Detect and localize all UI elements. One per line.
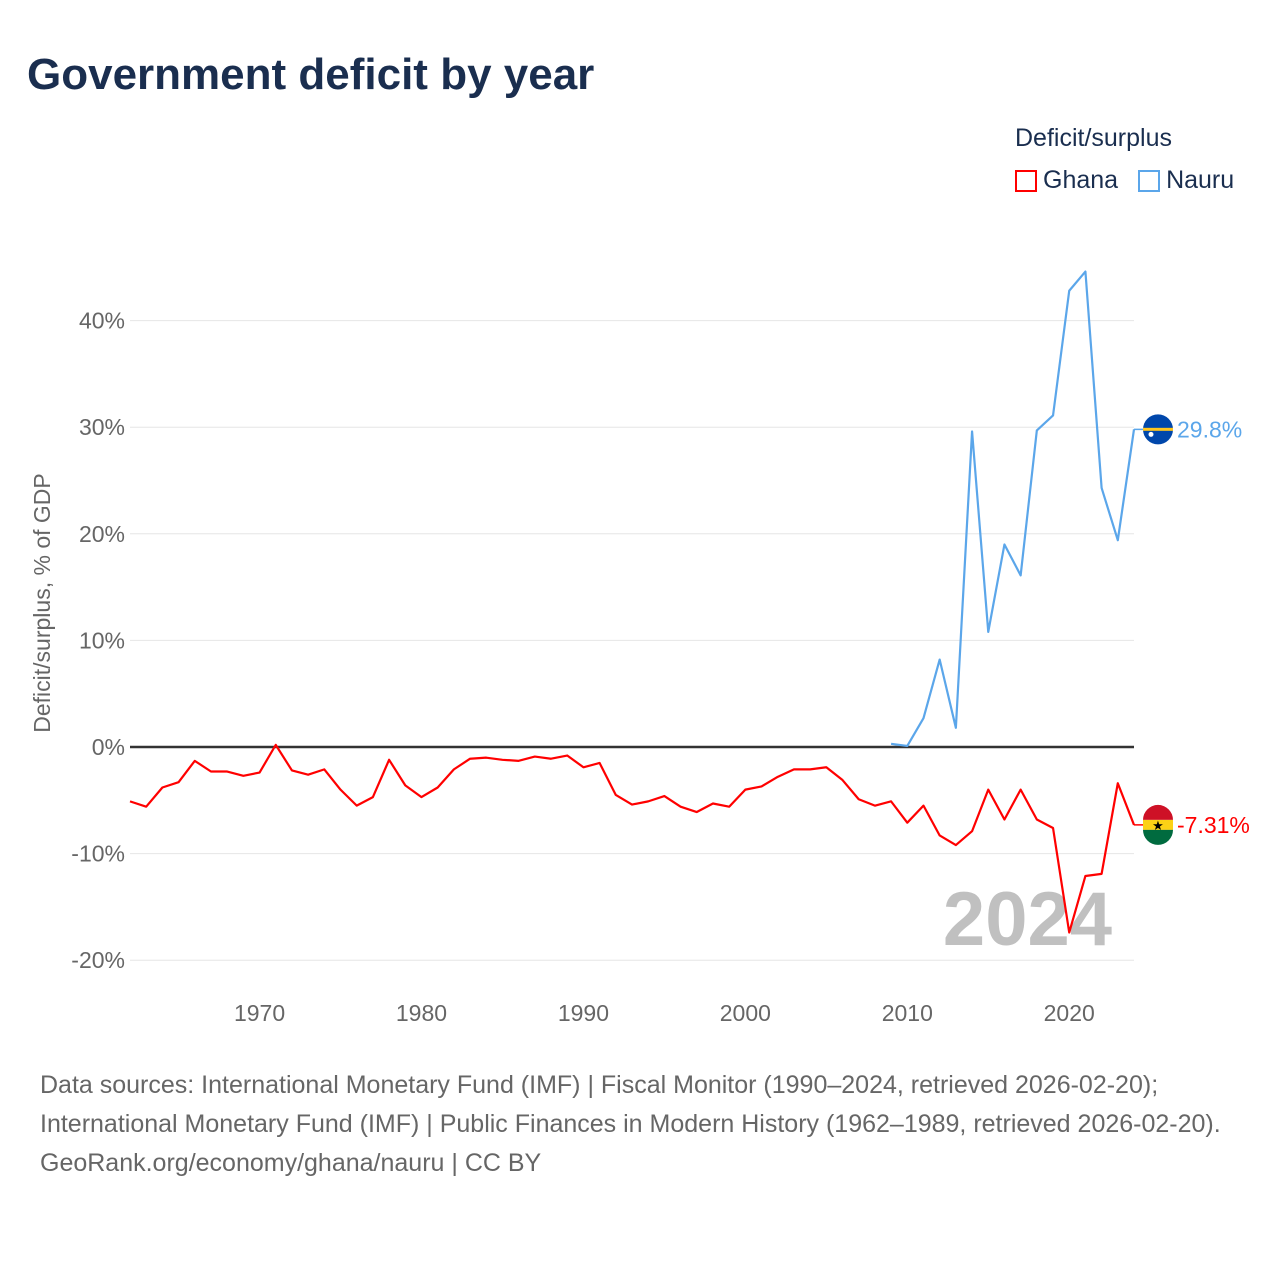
- x-tick-label: 2020: [1044, 1000, 1095, 1026]
- x-tick-label: 2010: [882, 1000, 933, 1026]
- legend-title: Deficit/surplus: [1015, 124, 1172, 152]
- ghana-flag-star: ★: [1152, 818, 1164, 833]
- x-tick-label: 2000: [720, 1000, 771, 1026]
- legend-item-nauru[interactable]: Nauru: [1138, 166, 1234, 195]
- nauru-flag-star: [1148, 431, 1154, 437]
- x-tick-label: 1970: [234, 1000, 285, 1026]
- legend-label: Nauru: [1166, 166, 1235, 194]
- end-value-label: -7.31%: [1177, 812, 1250, 838]
- chart-title: Government deficit by year: [27, 50, 595, 99]
- x-tick-label: 1980: [396, 1000, 447, 1026]
- series-line-ghana: [129, 743, 1136, 934]
- legend-swatch-nauru: [1138, 169, 1161, 192]
- footer: Data sources: International Monetary Fun…: [40, 1066, 1240, 1183]
- ghana-flag-stripe: [1143, 819, 1173, 830]
- legend-item-ghana[interactable]: Ghana: [1015, 166, 1118, 195]
- y-tick-label: 20%: [79, 521, 125, 547]
- legend: Ghana Nauru: [1015, 166, 1234, 195]
- y-tick-label: -20%: [71, 947, 125, 973]
- y-tick-label: 40%: [79, 308, 125, 334]
- y-axis-label: Deficit/surplus, % of GDP: [29, 473, 55, 732]
- series-line-nauru: [890, 270, 1136, 748]
- y-tick-label: 30%: [79, 414, 125, 440]
- legend-label: Ghana: [1043, 166, 1119, 194]
- ghana-flag-icon: [1143, 804, 1173, 820]
- y-tick-label: 10%: [79, 627, 125, 653]
- ghana-flag-stripe: [1143, 829, 1173, 845]
- legend-swatch-ghana: [1015, 169, 1037, 192]
- end-value-label: 29.8%: [1177, 416, 1242, 442]
- nauru-flag-stripe: [1143, 427, 1173, 431]
- data-sources: Data sources: International Monetary Fun…: [40, 1071, 1221, 1138]
- year-watermark: 2024: [943, 877, 1112, 962]
- x-tick-label: 1990: [558, 1000, 609, 1026]
- credit-link[interactable]: GeoRank.org/economy/ghana/nauru | CC BY: [40, 1149, 542, 1177]
- y-tick-label: -10%: [71, 841, 125, 867]
- y-tick-label: 0%: [92, 734, 125, 760]
